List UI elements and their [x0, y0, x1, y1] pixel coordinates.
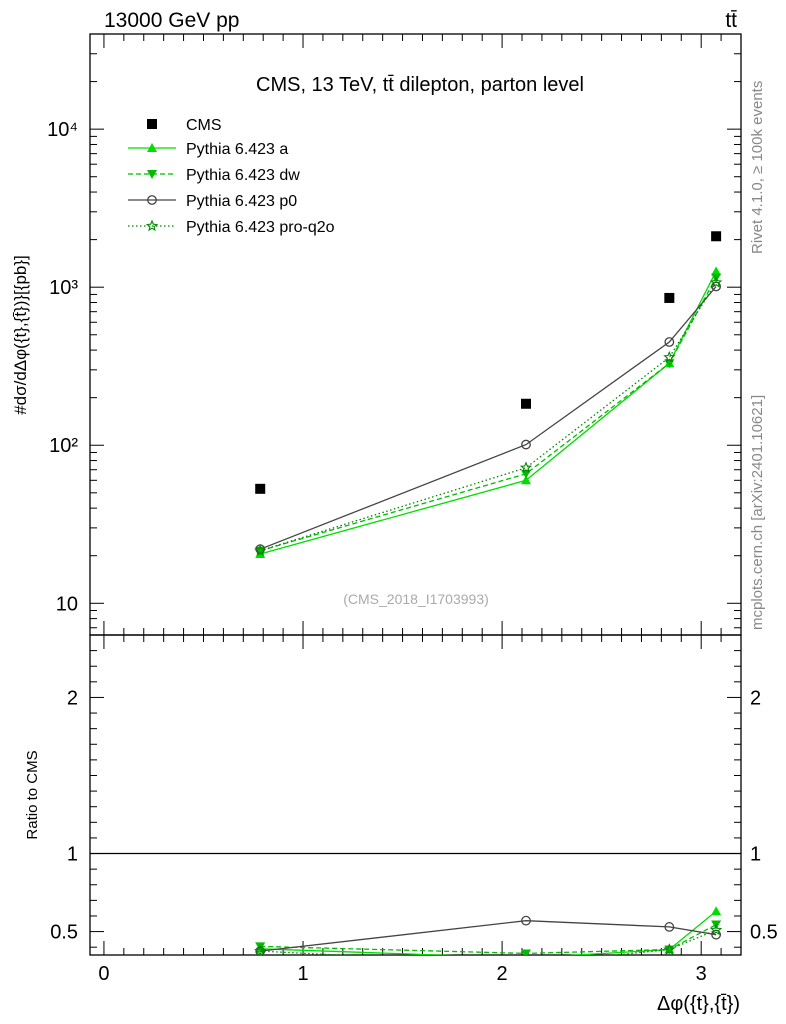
data-point-marker: [145, 219, 159, 232]
y-axis-label: #dσ/dΔφ({t},{t̄})}[{pb}]: [11, 255, 30, 415]
data-point-marker: [711, 281, 722, 292]
legend-label: CMS: [186, 117, 222, 134]
data-point-marker: [147, 143, 157, 152]
legend-entry-cms: CMS: [147, 117, 222, 134]
data-point-marker: [663, 943, 676, 955]
legend-entry-pythia-a: Pythia 6.423 a: [128, 141, 288, 158]
data-point-marker: [663, 350, 676, 363]
x-tick-label: 3: [696, 963, 707, 985]
ratio-series-line: [260, 929, 717, 955]
x-tick-labels: 0 1 2 3: [98, 963, 706, 985]
legend-label: Pythia 6.423 a: [186, 141, 288, 158]
legend-label: Pythia 6.423 dw: [186, 167, 300, 184]
data-point-marker: [147, 170, 157, 179]
ratio-tick-label: 1: [67, 844, 78, 866]
y-tick-labels: 10 10² 10³ 10⁴: [47, 119, 78, 615]
legend-label: Pythia 6.423 p0: [186, 193, 297, 210]
data-point-marker: [664, 922, 675, 932]
series-line: [259, 286, 717, 550]
data-point-marker: [254, 944, 267, 955]
data-point-marker: [520, 949, 531, 955]
series-line: [260, 282, 717, 552]
x-tick-label: 1: [297, 963, 308, 985]
series-line: [260, 271, 717, 555]
ratio-tick-labels-left: 0.5 1 2: [50, 687, 78, 943]
data-point-marker: [520, 475, 531, 485]
x-axis-ticks: [103, 34, 742, 955]
y-tick-label: 10³: [49, 277, 78, 299]
data-point-marker: [664, 337, 675, 347]
ratio-tick-label: 0.5: [50, 922, 78, 944]
y-axis-ticks: [90, 33, 741, 629]
ratio-tick-label: 1: [750, 844, 761, 866]
ratio-tick-label: 2: [67, 687, 78, 709]
data-point-marker: [664, 292, 675, 303]
ratio-series-line: [260, 920, 717, 952]
data-point-marker: [254, 544, 267, 556]
ratio-series-line: [260, 910, 717, 955]
mcplots-info-text: mcplots.cern.ch [arXiv:2401.10621]: [749, 395, 766, 630]
ratio-tick-label: 2: [750, 687, 761, 709]
legend-entry-pythia-p0: Pythia 6.423 p0: [128, 193, 297, 210]
data-point-marker: [710, 276, 723, 288]
data-point-marker: [521, 915, 531, 926]
x-tick-label: 0: [98, 963, 109, 985]
main-plot-series: [254, 231, 723, 559]
x-tick-label: 2: [497, 963, 508, 985]
data-point-marker: [521, 439, 531, 450]
data-point-marker: [147, 195, 157, 205]
data-point-marker: [711, 266, 722, 276]
y-tick-label: 10: [56, 593, 78, 615]
data-point-marker: [520, 398, 531, 409]
data-point-marker: [255, 483, 266, 494]
y-tick-label: 10²: [49, 435, 78, 457]
ratio-plot-frame: [89, 634, 742, 956]
beam-label: 13000 GeV pp: [104, 9, 239, 32]
data-point-marker: [519, 461, 533, 473]
process-label: tt̄: [725, 9, 737, 32]
ratio-y-axis-label: Ratio to CMS: [24, 750, 41, 839]
analysis-watermark: (CMS_2018_I1703993): [343, 591, 489, 607]
legend-entry-pythia-dw: Pythia 6.423 dw: [128, 167, 300, 184]
legend: CMS Pythia 6.423 a Pythia 6.423 dw Pythi…: [128, 117, 335, 236]
ratio-plot-series: [90, 852, 741, 955]
chart-title: CMS, 13 TeV, tt̄ dilepton, parton level: [256, 74, 584, 96]
data-point-marker: [711, 231, 722, 242]
ratio-tick-label: 0.5: [750, 922, 778, 944]
data-point-marker: [711, 906, 722, 916]
ratio-tick-labels-right: 0.5 1 2: [750, 687, 778, 943]
rivet-info-text: Rivet 4.1.0, ≥ 100k events: [749, 81, 766, 254]
legend-entry-pythia-pro-q2o: Pythia 6.423 pro-q2o: [128, 219, 335, 236]
ratio-series-line: [260, 924, 717, 955]
data-point-marker: [147, 119, 157, 129]
legend-label: Pythia 6.423 pro-q2o: [186, 219, 335, 236]
series-line: [260, 277, 717, 552]
x-axis-label: Δφ({t},{t̄}): [657, 993, 740, 1015]
y-tick-label: 10⁴: [47, 119, 78, 141]
data-point-marker: [710, 923, 723, 936]
ratio-axis-ticks: [90, 634, 741, 948]
